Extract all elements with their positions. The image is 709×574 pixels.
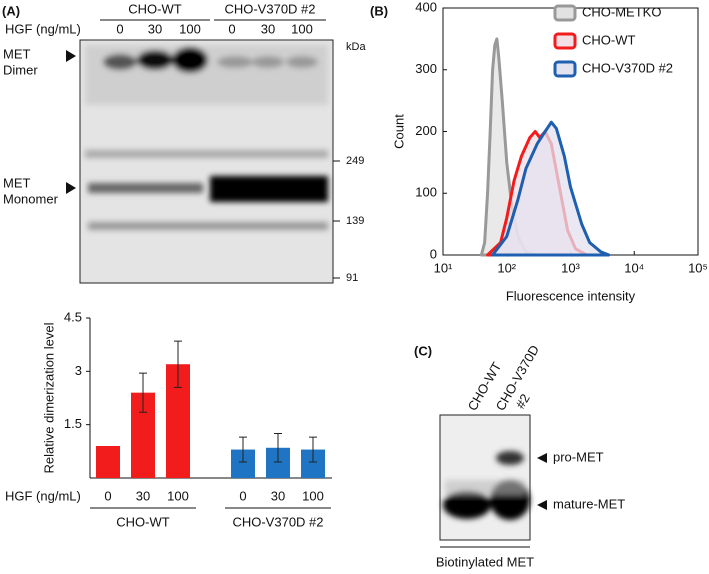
kda-label: kDa [346,41,366,53]
group-label: CHO-WT [128,1,181,16]
arrowhead [66,50,76,62]
pro-met-label: pro-MET [553,449,604,464]
group-label: CHO-V370D #2 [224,1,315,16]
x-tick-label: 10² [497,260,516,275]
group-label: CHO-WT [116,514,169,529]
hgf-label: HGF (ng/mL) [5,21,81,36]
dimer-label: Dimer [3,62,38,77]
x-tick-label: 100 [302,488,324,503]
x-tick-label: 30 [136,488,150,503]
y-tick-label: 1.5 [64,416,82,431]
lane-label: 0 [116,21,123,36]
y-axis-label: Count [391,114,406,149]
lane-label: 30 [148,21,162,36]
lane-label: 100 [179,21,201,36]
y-tick-label: 0 [430,246,437,261]
x-tick-label: 10⁴ [624,260,644,275]
marker-label: 91 [346,272,358,284]
lane-label: #2 [513,391,533,411]
dimer-label: MET [3,46,31,61]
y-tick-label: 100 [415,185,437,200]
monomer-label: Monomer [3,191,59,206]
y-tick-label: 4.5 [64,309,82,324]
error-bar [239,436,247,463]
panel-label: (B) [370,3,388,18]
error-bar [174,340,182,388]
x-tick-label: 0 [239,488,246,503]
lane-label: 0 [228,21,235,36]
x-axis-label: HGF (ng/mL) [5,488,81,503]
legend-swatch [553,32,577,50]
blot-a [79,39,334,284]
blot-c [439,414,531,541]
legend-swatch [553,4,577,22]
x-tick-label: 100 [167,488,189,503]
marker-label: 139 [346,215,364,227]
error-bar [309,436,317,463]
y-axis-label: Relative dimerization level [41,322,56,473]
legend-swatch [553,60,577,78]
arrowhead [66,182,76,194]
x-tick-label: 10⁵ [688,260,708,275]
x-tick-label: 30 [271,488,285,503]
legend-label: CHO-V370D #2 [582,60,673,75]
legend-label: CHO-WT [582,32,635,47]
x-axis-label: Fluorescence intensity [506,288,636,303]
y-tick-label: 400 [415,0,437,14]
x-tick-label: 10¹ [434,260,453,275]
group-label: CHO-V370D #2 [232,514,323,529]
lane-label: 30 [261,21,275,36]
caption: Biotinylated MET [436,554,534,569]
x-tick-label: 10³ [561,260,580,275]
mature-met-label: mature-MET [553,496,625,511]
marker-label: 249 [346,155,364,167]
lane-label: 100 [291,21,313,36]
panel-label: (C) [414,343,432,358]
x-tick-label: 0 [104,488,111,503]
monomer-label: MET [3,175,31,190]
arrowhead [537,453,547,463]
y-tick-label: 3 [75,363,82,378]
arrowhead [537,500,547,510]
y-tick-label: 300 [415,61,437,76]
panel-label: (A) [2,3,20,18]
histogram-curve [491,120,611,257]
error-bar [274,433,282,463]
error-bar [139,372,147,413]
y-tick-label: 200 [415,123,437,138]
legend-label: CHO-METKO [582,4,661,19]
bar [96,446,120,478]
